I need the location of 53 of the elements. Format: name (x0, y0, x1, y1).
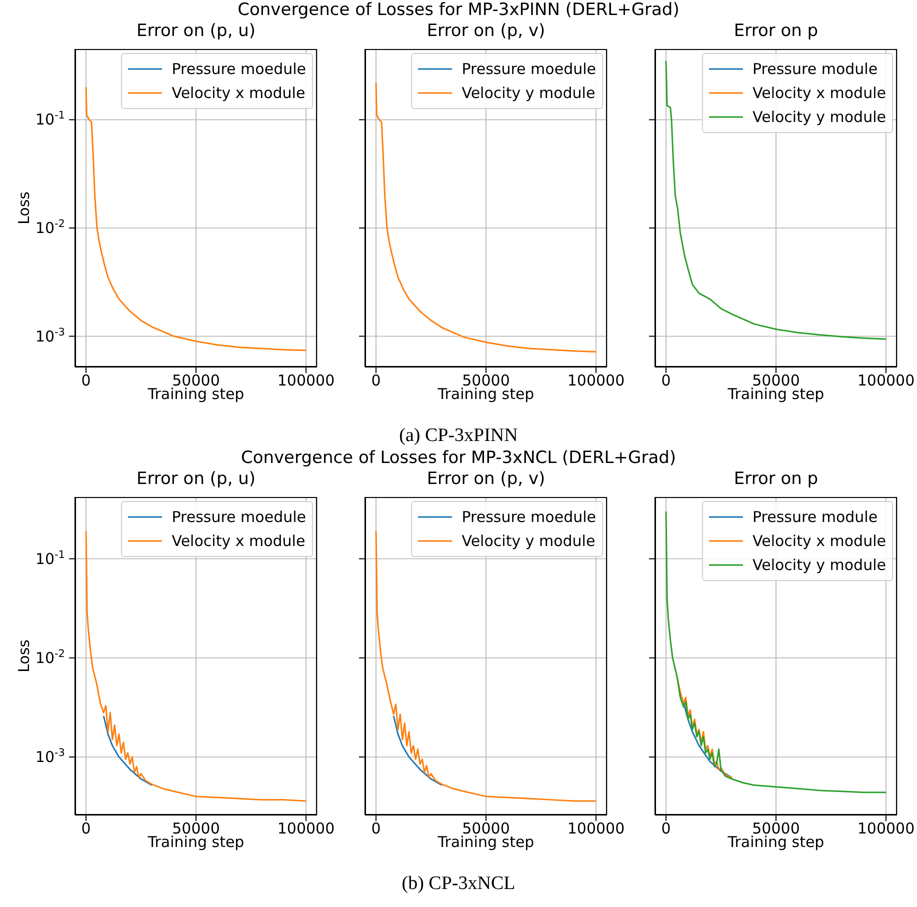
y-tick-label: 10$^{-3}$ (35, 747, 65, 766)
x-tick-label: 100000 (567, 820, 625, 838)
line-series (85, 530, 307, 802)
x-axis-title: Training step (438, 833, 534, 851)
legend-label: Velocity x module (752, 83, 886, 104)
x-tick-label: 0 (81, 372, 91, 390)
x-axis-title: Training step (148, 385, 244, 403)
y-tick-label: 10$^{-2}$ (35, 218, 65, 237)
text: (a) CP-3xPINN (398, 425, 519, 447)
y-tick-label: 10$^{-1}$ (35, 548, 65, 568)
chart-title: Error on p (732, 469, 820, 489)
chart-title: Error on (p, u) (135, 21, 257, 41)
x-tick-label: 0 (661, 820, 671, 838)
legend-label: Pressure moedule (462, 507, 596, 528)
chart-title: Error on (p, u) (135, 469, 257, 489)
text: (b) CP-3xNCL (400, 873, 516, 895)
line-series (85, 86, 307, 352)
legend-label: Velocity y module (462, 83, 596, 104)
legend-label: Pressure module (752, 507, 878, 528)
y-tick-label: 10$^{-2}$ (35, 648, 65, 667)
legend-label: Pressure module (752, 59, 878, 80)
x-axis-title: Training step (728, 833, 824, 851)
legend-label: Velocity y module (752, 107, 886, 128)
legend-label: Pressure moedule (462, 59, 596, 80)
x-tick-label: 100000 (857, 372, 915, 390)
line-series (102, 715, 153, 786)
x-tick-label: 0 (371, 372, 381, 390)
x-tick-label: 0 (371, 820, 381, 838)
y-tick-label: 10$^{-3}$ (35, 326, 65, 346)
text: Convergence of Losses for MP-3xPINN (DERL+Grad) (236, 0, 680, 20)
x-tick-label: 0 (81, 820, 91, 838)
legend-label: Velocity x module (172, 83, 306, 104)
y-axis-title: Loss (15, 190, 34, 226)
y-axis-title: Loss (15, 638, 34, 674)
x-tick-label: 0 (661, 372, 671, 390)
legend-label: Velocity y module (462, 531, 596, 552)
legend-label: Velocity y module (752, 555, 886, 576)
x-tick-label: 100000 (277, 372, 335, 390)
x-axis-title: Training step (728, 385, 824, 403)
legend-label: Pressure moedule (172, 59, 306, 80)
chart-title: Error on (p, v) (426, 469, 546, 489)
x-tick-label: 100000 (857, 820, 915, 838)
chart-title: Error on (p, v) (426, 21, 546, 41)
legend-label: Pressure moedule (172, 507, 306, 528)
text: Convergence of Losses for MP-3xNCL (DERL+Grad) (240, 448, 678, 468)
x-axis-title: Training step (438, 385, 534, 403)
legend-label: Velocity x module (752, 531, 886, 552)
x-axis-title: Training step (148, 833, 244, 851)
chart-title: Error on p (732, 21, 820, 41)
y-tick-label: 10$^{-1}$ (35, 110, 65, 129)
x-tick-label: 100000 (277, 820, 335, 838)
x-tick-label: 100000 (567, 372, 625, 390)
legend-label: Velocity x module (172, 531, 306, 552)
